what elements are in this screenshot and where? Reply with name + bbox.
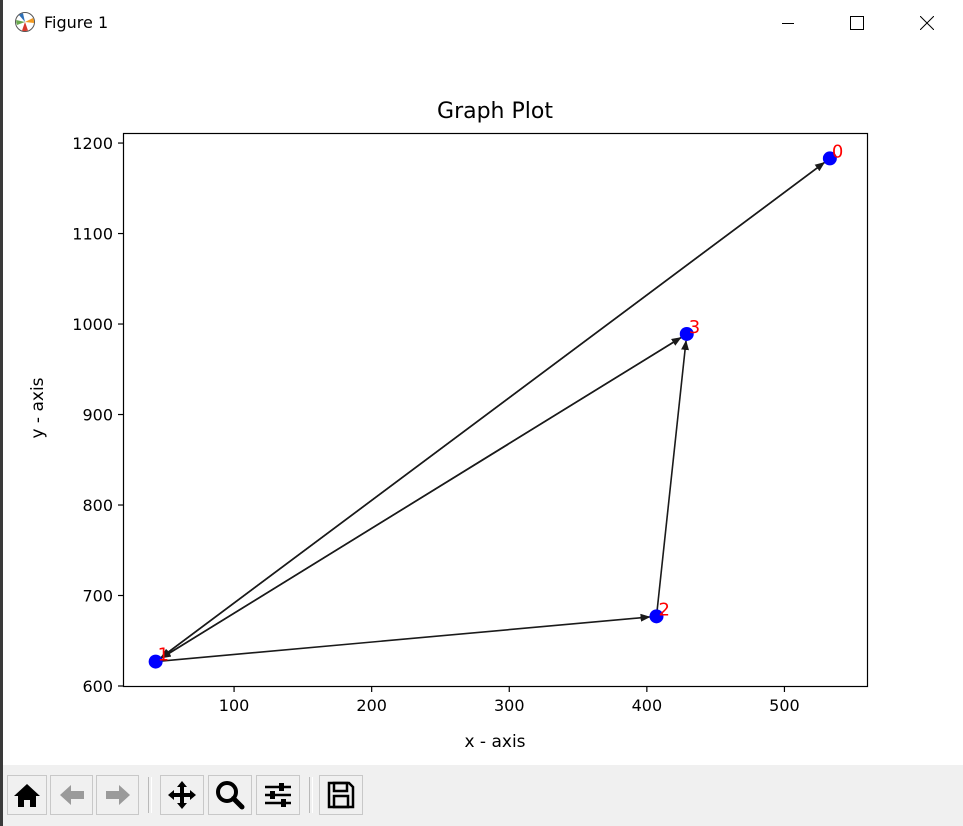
- maximize-button[interactable]: [834, 0, 880, 46]
- window-title: Figure 1: [44, 13, 109, 32]
- y-tick-label: 800: [82, 496, 113, 515]
- edge-3-to-1: [160, 334, 685, 659]
- node-1-label: 1: [158, 645, 169, 666]
- back-button[interactable]: [50, 775, 93, 815]
- toolbar-separator: [309, 777, 313, 813]
- x-tick-label: 100: [219, 696, 250, 715]
- home-button[interactable]: [7, 775, 47, 815]
- y-axis-label: y - axis: [28, 377, 48, 438]
- node-3-label: 3: [689, 317, 700, 338]
- y-tick-label: 900: [82, 406, 113, 425]
- pan-button[interactable]: [160, 775, 204, 815]
- toolbar-separator: [148, 777, 152, 813]
- y-tick-label: 1100: [72, 225, 113, 244]
- graph-plot-chart: Graph Plot 100 200 300 400 50060070080090010…: [28, 99, 869, 752]
- y-tick-label: 600: [82, 677, 113, 696]
- minimize-button[interactable]: [765, 0, 811, 46]
- zoom-button[interactable]: [208, 775, 252, 815]
- ticks-layer: 100 200 300 400 500 600 700 800 900 1000 1100 1200: [72, 134, 799, 715]
- close-button[interactable]: [904, 0, 950, 46]
- node-3-point: [679, 326, 694, 341]
- floppy-icon: [327, 781, 355, 809]
- sliders-icon: [265, 783, 291, 807]
- plot-area: [122, 132, 869, 688]
- node-0-point: [822, 151, 837, 166]
- x-axis-label: x - axis: [464, 732, 525, 752]
- node-2-label: 2: [658, 599, 669, 620]
- forward-button[interactable]: [96, 775, 139, 815]
- node-0-label: 0: [832, 141, 843, 162]
- move-icon: [168, 781, 196, 809]
- save-button[interactable]: [319, 775, 363, 815]
- y-tick-label: 1200: [72, 134, 113, 153]
- maximize-icon: [850, 16, 864, 30]
- x-tick-label: 200: [356, 696, 387, 715]
- matplotlib-icon: [14, 11, 36, 33]
- edge-2-to-3: [656, 339, 690, 614]
- edge-0-to-1: [160, 159, 828, 659]
- x-tick-label: 500: [769, 696, 800, 715]
- arrow-left-icon: [59, 785, 84, 805]
- edges-layer: [157, 159, 828, 663]
- x-tick-label: 300: [494, 696, 525, 715]
- configure-subplots-button[interactable]: [256, 775, 300, 815]
- minimize-icon: [782, 23, 794, 24]
- arrow-right-icon: [105, 785, 130, 805]
- home-icon: [14, 784, 40, 807]
- chart-title: Graph Plot: [437, 99, 553, 124]
- window-left-border: [0, 0, 3, 826]
- y-tick-label: 700: [82, 587, 113, 606]
- nodes-layer: 0 1 2 3: [148, 141, 843, 669]
- node-2-point: [649, 609, 664, 624]
- node-1-point: [148, 654, 163, 669]
- y-tick-label: 1000: [72, 315, 113, 334]
- figure-canvas[interactable]: Graph Plot 100 200 300 400 500 600 700 800 900 10…: [3, 46, 963, 765]
- title-bar: Figure 1: [3, 0, 963, 46]
- magnifier-icon: [216, 781, 245, 810]
- navigation-toolbar: [3, 765, 963, 826]
- close-icon: [920, 16, 934, 30]
- x-tick-label: 400: [632, 696, 663, 715]
- edge-1-to-2: [158, 613, 651, 663]
